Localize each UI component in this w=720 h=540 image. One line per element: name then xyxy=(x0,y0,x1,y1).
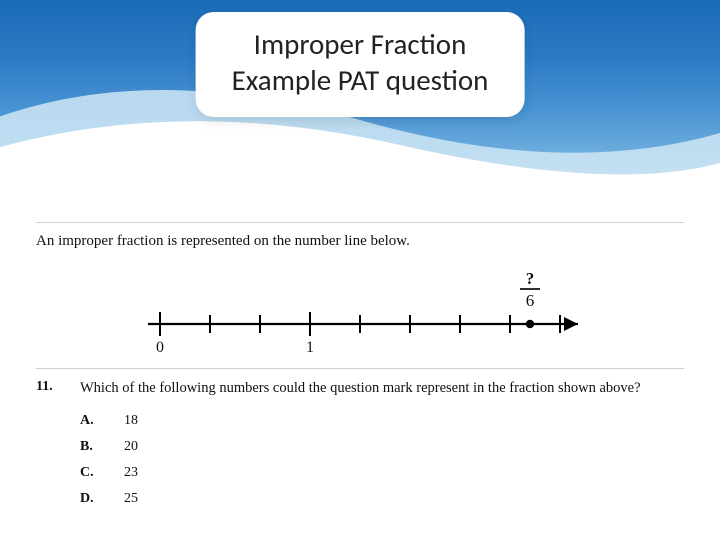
svg-text:?: ? xyxy=(526,269,535,288)
choice-label: A. xyxy=(80,413,102,429)
svg-text:0: 0 xyxy=(156,339,164,352)
choice-label: C. xyxy=(80,465,102,481)
question-row: 11. Which of the following numbers could… xyxy=(36,379,684,399)
svg-text:1: 1 xyxy=(306,339,314,352)
content-area: An improper fraction is represented on t… xyxy=(0,200,720,507)
answer-choices: A. 18 B. 20 C. 23 D. 25 xyxy=(80,413,684,507)
number-line-diagram: 0 1? 6 xyxy=(120,262,600,352)
choice-value: 18 xyxy=(124,413,138,429)
divider-top xyxy=(36,222,684,223)
choice-value: 20 xyxy=(124,439,138,455)
problem-intro: An improper fraction is represented on t… xyxy=(36,233,684,250)
title-card: Improper Fraction Example PAT question xyxy=(196,12,525,117)
choice-c: C. 23 xyxy=(80,465,684,481)
question-text: Which of the following numbers could the… xyxy=(80,379,684,399)
divider-bottom xyxy=(36,368,684,369)
choice-d: D. 25 xyxy=(80,491,684,507)
choice-a: A. 18 xyxy=(80,413,684,429)
choice-label: B. xyxy=(80,439,102,455)
choice-b: B. 20 xyxy=(80,439,684,455)
choice-label: D. xyxy=(80,491,102,507)
slide-header: Improper Fraction Example PAT question xyxy=(0,0,720,200)
question-number: 11. xyxy=(36,379,64,395)
title-line-2: Example PAT question xyxy=(232,62,489,98)
svg-text:6: 6 xyxy=(526,291,535,310)
title-line-1: Improper Fraction xyxy=(232,26,489,62)
choice-value: 25 xyxy=(124,491,138,507)
choice-value: 23 xyxy=(124,465,138,481)
